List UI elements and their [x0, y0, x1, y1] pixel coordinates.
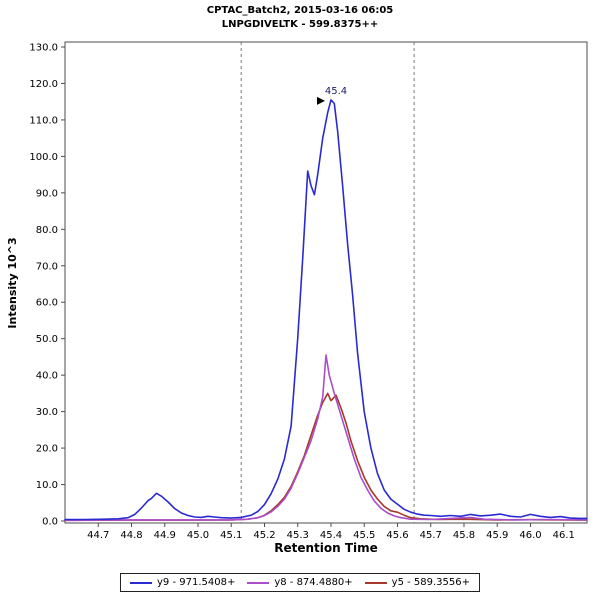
legend-label: y9 - 971.5408+: [156, 577, 236, 588]
y-tick-label: 90.0: [36, 188, 58, 199]
trace-line-0[interactable]: [64, 99, 588, 521]
x-tick-label: 44.8: [120, 530, 142, 541]
y-tick-label: 80.0: [36, 225, 58, 236]
legend-item-2[interactable]: y5 - 589.3556+: [364, 577, 471, 588]
x-tick-label: 44.9: [154, 530, 176, 541]
x-tick-label: 45.5: [353, 530, 375, 541]
plot-area[interactable]: [64, 41, 588, 524]
legend-line-swatch: [247, 581, 270, 584]
x-axis-label: Retention Time: [274, 541, 378, 555]
y-tick-label: 0.0: [42, 517, 58, 528]
y-tick-label: 20.0: [36, 444, 58, 455]
legend-item-0[interactable]: y9 - 971.5408+: [129, 577, 236, 588]
y-tick-label: 40.0: [36, 371, 58, 382]
legend-item-1[interactable]: y8 - 874.4880+: [247, 577, 353, 588]
chart-subtitle: LNPGDIVELTK - 599.8375++: [221, 19, 379, 30]
y-tick-label: 130.0: [29, 43, 58, 54]
chart-header: CPTAC_Batch2, 2015-03-16 06:05 LNPGDIVEL…: [0, 4, 600, 32]
x-tick-label: 45.3: [287, 530, 309, 541]
x-tick-label: 45.1: [220, 530, 242, 541]
y-axis-label: Intensity 10^3: [6, 237, 19, 328]
legend-line-swatch: [364, 581, 387, 584]
x-tick-label: 45.9: [486, 530, 508, 541]
x-tick-label: 46.0: [519, 530, 541, 541]
y-tick-label: 110.0: [29, 115, 58, 126]
x-tick-label: 45.7: [420, 530, 442, 541]
y-tick-label: 100.0: [29, 152, 58, 163]
legend: y9 - 971.5408+ y8 - 874.4880+ y5 - 589.355…: [119, 573, 481, 592]
peak-arrow-icon: [316, 96, 325, 105]
x-tick-label: 44.7: [87, 530, 109, 541]
x-tick-label: 45.2: [253, 530, 275, 541]
y-tick-label: 60.0: [36, 298, 58, 309]
y-tick-label: 70.0: [36, 261, 58, 272]
chart-title: CPTAC_Batch2, 2015-03-16 06:05: [206, 5, 394, 16]
y-tick-label: 30.0: [36, 407, 58, 418]
peak-annotation[interactable]: 45.4: [325, 86, 347, 97]
x-tick-label: 45.8: [453, 530, 475, 541]
legend-label: y8 - 874.4880+: [274, 577, 353, 588]
x-tick-label: 45.6: [386, 530, 408, 541]
y-tick-label: 120.0: [29, 79, 58, 90]
x-tick-label: 45.4: [320, 530, 342, 541]
x-tick-label: 46.1: [553, 530, 575, 541]
y-tick-label: 50.0: [36, 334, 58, 345]
trace-line-1[interactable]: [64, 354, 588, 522]
y-tick-label: 10.0: [36, 480, 58, 491]
legend-line-swatch: [129, 581, 152, 584]
legend-label: y5 - 589.3556+: [391, 577, 471, 588]
x-tick-label: 45.0: [187, 530, 209, 541]
